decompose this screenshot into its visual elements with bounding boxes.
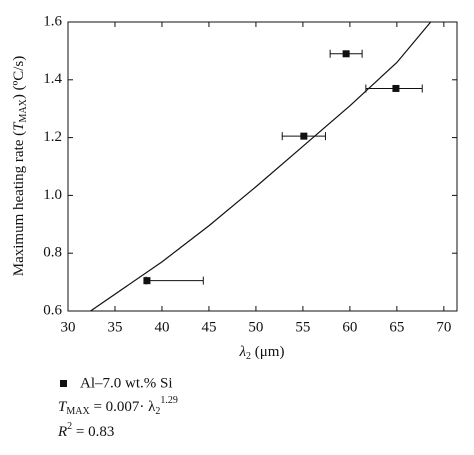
y-tick-label: 1.6	[43, 13, 62, 29]
x-tick-label: 35	[107, 319, 122, 335]
y-label-unit: ) (ºC/s)	[11, 56, 27, 99]
error-bar	[145, 276, 204, 285]
eq-text: = 0.007· λ	[90, 399, 156, 415]
data-point	[392, 84, 400, 92]
x-tick-label: 60	[342, 319, 357, 335]
x-label-symbol: λ	[239, 344, 247, 360]
x-tick-label: 70	[436, 319, 451, 335]
x-label-subscript: 2	[246, 351, 251, 362]
eq-subscript: 2	[155, 406, 160, 417]
x-tick-label: 30	[61, 319, 76, 335]
r-value: = 0.83	[72, 424, 114, 440]
legend-marker	[60, 380, 67, 387]
y-tick-label: 0.8	[43, 245, 62, 261]
x-tick-label: 65	[389, 319, 404, 335]
y-tick-label: 1.0	[43, 187, 62, 203]
x-tick-label: 55	[295, 319, 310, 335]
r-squared: R2 = 0.83	[57, 421, 114, 440]
x-tick-label: 50	[248, 319, 263, 335]
eq-subscript: MAX	[66, 406, 90, 417]
x-axis-label: λ2 (μm)	[239, 344, 285, 362]
r-symbol: R	[57, 424, 67, 440]
x-tick-label: 40	[154, 319, 169, 335]
legend-label: Al–7.0 wt.% Si	[80, 375, 173, 391]
y-axis-label: Maximum heating rate (TMAX) (ºC/s)	[11, 56, 29, 276]
y-label-subscript: MAX	[18, 98, 29, 122]
data-point	[300, 132, 308, 140]
y-tick-label: 0.6	[43, 302, 62, 318]
eq-exponent: 1.29	[160, 395, 178, 406]
eq-symbol: T	[58, 399, 68, 415]
x-label-unit: (μm)	[251, 344, 284, 360]
fit-curve	[90, 21, 432, 312]
data-point	[342, 50, 350, 58]
y-tick-label: 1.4	[43, 71, 62, 87]
r-exponent: 2	[67, 421, 72, 432]
y-label-text: Maximum heating rate (	[11, 131, 27, 276]
y-label-symbol: T	[11, 121, 27, 131]
y-tick-label: 1.2	[43, 129, 62, 145]
data-point	[143, 277, 151, 285]
equation: TMAX = 0.007· λ21.29	[58, 395, 178, 417]
plot-frame	[67, 21, 458, 312]
x-tick-label: 45	[201, 319, 216, 335]
